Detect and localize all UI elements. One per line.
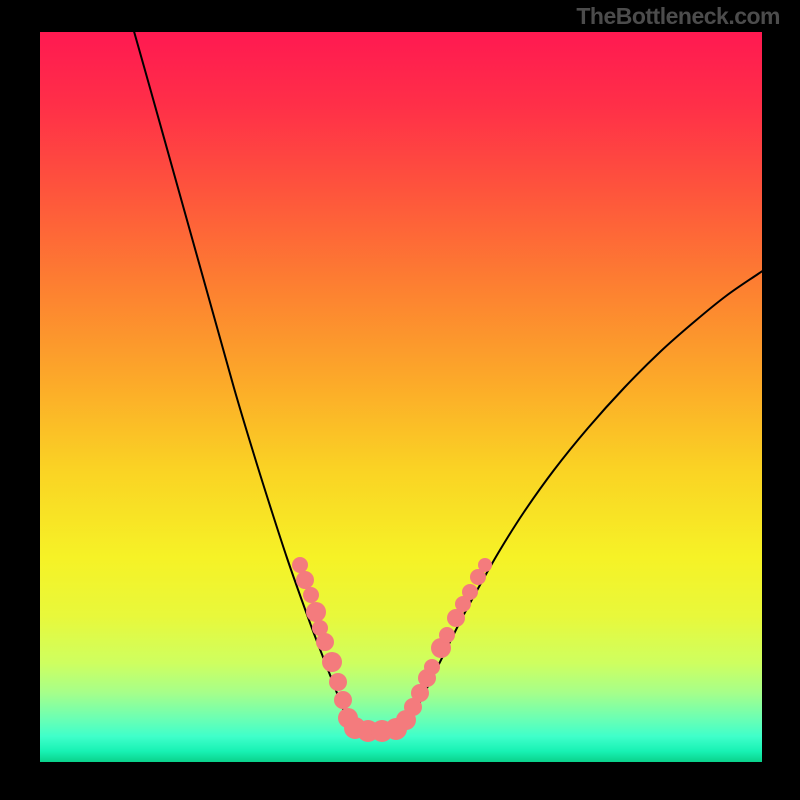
data-dot: [439, 627, 455, 643]
data-dot: [296, 571, 314, 589]
curve-layer: [0, 0, 800, 800]
data-dot: [292, 557, 308, 573]
watermark-text: TheBottleneck.com: [576, 3, 780, 30]
data-dot: [303, 587, 319, 603]
data-dot: [316, 633, 334, 651]
data-dot: [306, 602, 326, 622]
chart-canvas: TheBottleneck.com: [0, 0, 800, 800]
data-dot: [462, 584, 478, 600]
data-dot: [424, 659, 440, 675]
data-dot: [334, 691, 352, 709]
data-dot: [322, 652, 342, 672]
data-dot: [478, 558, 492, 572]
data-dot: [329, 673, 347, 691]
